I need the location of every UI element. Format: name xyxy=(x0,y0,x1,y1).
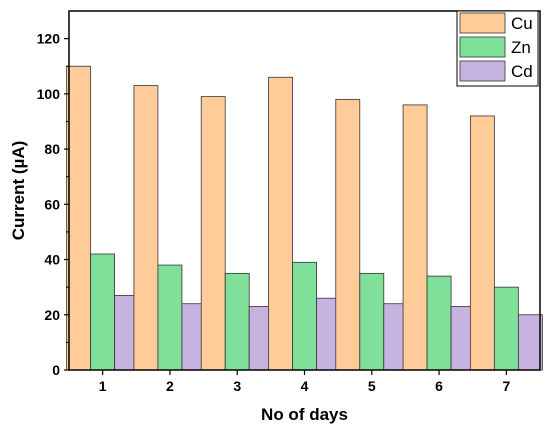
x-tick-label: 5 xyxy=(368,378,376,394)
legend-swatch-zn xyxy=(459,36,506,58)
x-tick-label: 6 xyxy=(435,378,443,394)
legend-swatch-cd xyxy=(459,60,506,82)
y-tick-label: 80 xyxy=(44,141,60,157)
bar-zn-7 xyxy=(493,286,519,371)
bar-cu-5 xyxy=(335,98,361,371)
bar-zn-1 xyxy=(90,253,116,371)
bar-cu-3 xyxy=(200,96,226,371)
y-tick-label: 40 xyxy=(44,252,60,268)
bar-cu-4 xyxy=(268,76,293,371)
bar-zn-5 xyxy=(359,272,385,371)
legend-label-cd: Cd xyxy=(511,62,533,81)
bar-zn-4 xyxy=(292,261,317,371)
y-axis-title: Current (µA) xyxy=(9,141,28,241)
bar-zn-3 xyxy=(224,272,250,371)
legend-label-zn: Zn xyxy=(511,38,531,57)
bars-layer xyxy=(66,65,543,371)
y-axis: 0 20 40 60 80 100 120 xyxy=(37,31,69,378)
bar-cu-6 xyxy=(402,104,428,371)
bar-zn-2 xyxy=(157,264,183,371)
bar-cu-1 xyxy=(66,65,92,371)
bar-cd-7 xyxy=(517,314,543,371)
y-tick-label: 20 xyxy=(44,307,60,323)
y-tick-label: 60 xyxy=(44,196,60,212)
x-tick-label: 1 xyxy=(99,378,107,394)
x-axis-title: No of days xyxy=(261,405,348,424)
bar-zn-6 xyxy=(426,275,452,371)
legend-label-cu: Cu xyxy=(511,14,533,33)
x-tick-label: 4 xyxy=(301,378,309,394)
y-tick-label: 120 xyxy=(37,31,61,47)
legend: Cu Zn Cd xyxy=(456,10,539,87)
x-axis: 1 2 3 4 5 6 7 xyxy=(99,370,510,394)
bar-cu-7 xyxy=(469,115,495,371)
y-tick-label: 100 xyxy=(37,86,61,102)
bar-cu-2 xyxy=(133,85,159,371)
x-tick-label: 3 xyxy=(233,378,241,394)
x-tick-label: 7 xyxy=(502,378,510,394)
x-tick-label: 2 xyxy=(166,378,174,394)
legend-swatch-cu xyxy=(459,12,506,34)
y-tick-label: 0 xyxy=(52,362,60,378)
